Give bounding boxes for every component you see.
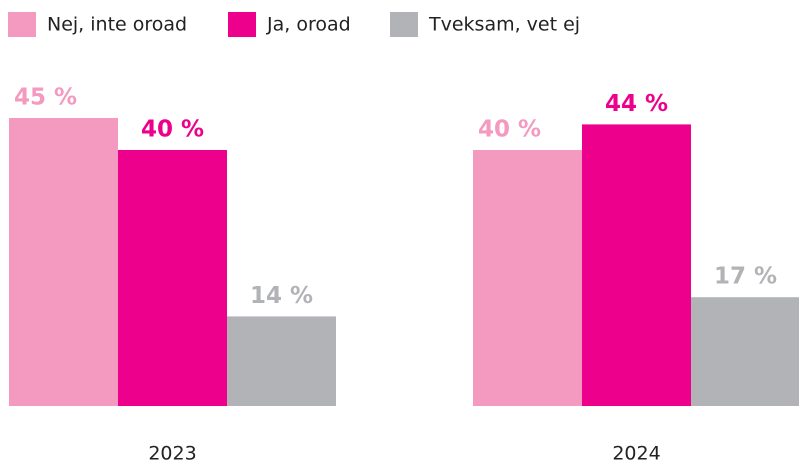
- bar: [582, 124, 691, 407]
- legend-swatch: [228, 12, 256, 37]
- value-label: 40 %: [141, 117, 204, 143]
- value-label: 40 %: [478, 117, 541, 143]
- bar: [473, 150, 582, 406]
- bar: [227, 316, 336, 406]
- legend-swatch: [8, 12, 36, 37]
- legend-label: Ja, oroad: [266, 14, 351, 36]
- legend-label: Tveksam, vet ej: [428, 14, 580, 36]
- x-tick-label: 2024: [612, 443, 660, 461]
- x-tick-label: 2023: [148, 443, 196, 461]
- bar: [9, 118, 118, 406]
- legend-swatch: [390, 12, 418, 37]
- value-label: 44 %: [605, 91, 668, 117]
- legend-label: Nej, inte oroad: [47, 14, 187, 36]
- bar: [118, 150, 227, 406]
- value-label: 17 %: [714, 264, 777, 290]
- value-label: 45 %: [14, 85, 77, 111]
- value-label: 14 %: [250, 283, 313, 309]
- bar: [691, 297, 799, 406]
